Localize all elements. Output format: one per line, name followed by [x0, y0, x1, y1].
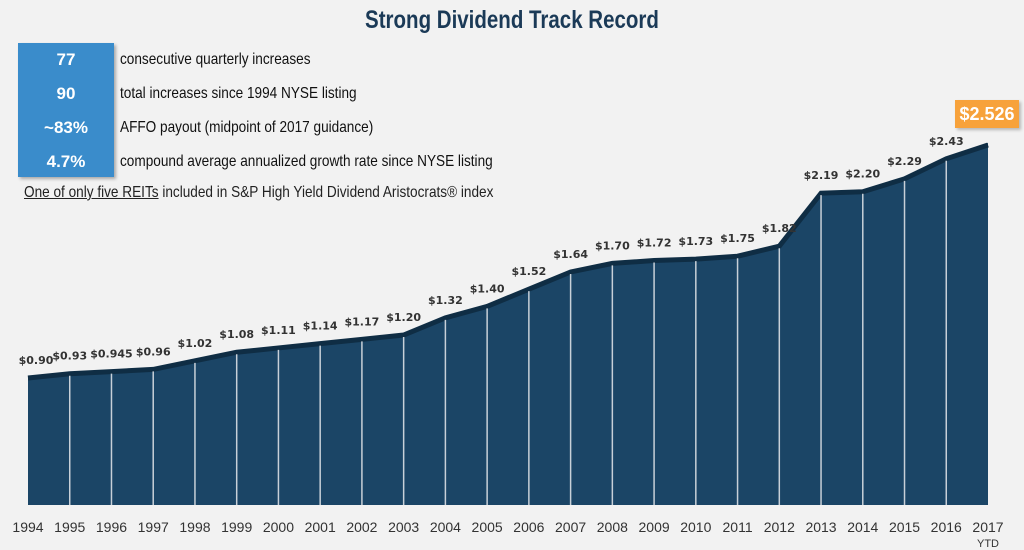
- data-label: $1.73: [678, 235, 713, 248]
- stat-value: 4.7%: [46, 152, 86, 171]
- stat-value: 90: [56, 84, 76, 103]
- stats-box: [18, 43, 114, 177]
- data-label: $1.64: [553, 248, 588, 261]
- stat-value: ~83%: [44, 118, 88, 137]
- x-tick-label: 1995: [54, 519, 85, 535]
- x-tick-sublabel: YTD: [977, 538, 999, 550]
- data-label: $2.20: [845, 168, 880, 181]
- x-tick-label: 2008: [597, 519, 628, 535]
- x-tick-label: 2007: [555, 519, 586, 535]
- note-rest: included in S&P High Yield Dividend Aris…: [158, 184, 494, 201]
- data-label: $1.08: [219, 328, 254, 341]
- stat-label: AFFO payout (midpoint of 2017 guidance): [120, 119, 374, 136]
- area-top-edge: [27, 142, 989, 381]
- data-label: $1.14: [303, 320, 338, 333]
- data-label: $1.02: [178, 337, 213, 350]
- x-tick-label: 2017: [972, 519, 1003, 535]
- x-tick-label: 1996: [96, 519, 127, 535]
- data-label: $1.17: [345, 315, 380, 328]
- data-label: $2.29: [887, 155, 922, 168]
- x-tick-label: 2014: [847, 519, 878, 535]
- x-tick-label: 2005: [472, 519, 503, 535]
- x-tick-label: 2016: [931, 519, 962, 535]
- data-label: $1.20: [386, 311, 421, 324]
- x-tick-label: 1997: [138, 519, 169, 535]
- latest-value-callout: $2.526: [955, 100, 1019, 128]
- stat-label: total increases since 1994 NYSE listing: [120, 85, 357, 102]
- data-label: $0.90: [19, 354, 54, 367]
- page-title: Strong Dividend Track Record: [365, 6, 659, 34]
- x-tick-label: 2006: [513, 519, 544, 535]
- data-label: $1.72: [637, 237, 672, 250]
- x-tick-label: 2015: [889, 519, 920, 535]
- x-tick-label: 2003: [388, 519, 419, 535]
- data-label: $0.96: [136, 345, 171, 358]
- data-label: $1.75: [720, 232, 755, 245]
- note-underlined: One of only five REITs: [24, 184, 159, 201]
- x-tick-label: 2004: [430, 519, 461, 535]
- data-label: $1.11: [261, 324, 296, 337]
- data-label: $1.32: [428, 294, 463, 307]
- x-tick-label: 2010: [680, 519, 711, 535]
- data-label: $1.82: [762, 222, 797, 235]
- x-tick-label: 2009: [639, 519, 670, 535]
- x-tick-label: 1999: [221, 519, 252, 535]
- data-label: $1.40: [470, 282, 505, 295]
- x-tick-label: 1994: [12, 519, 43, 535]
- x-tick-label: 2011: [723, 519, 753, 535]
- stat-value: 77: [56, 50, 76, 69]
- stat-label: consecutive quarterly increases: [120, 51, 311, 68]
- area-fill: [28, 143, 988, 505]
- x-tick-label: 2001: [305, 519, 336, 535]
- x-tick-label: 2002: [346, 519, 377, 535]
- data-label: $1.70: [595, 239, 630, 252]
- aristocrats-note: One of only five REITs included in S&P H…: [24, 184, 493, 202]
- x-tick-label: 2000: [263, 519, 294, 535]
- data-label: $2.43: [929, 135, 964, 148]
- data-label: $0.93: [52, 350, 87, 363]
- x-tick-label: 1998: [179, 519, 210, 535]
- x-tick-label: 2012: [764, 519, 795, 535]
- data-label: $2.19: [804, 169, 839, 182]
- data-label: $1.52: [511, 265, 546, 278]
- data-label: $0.945: [90, 348, 132, 361]
- stat-label: compound average annualized growth rate …: [120, 153, 493, 170]
- x-tick-label: 2013: [805, 519, 836, 535]
